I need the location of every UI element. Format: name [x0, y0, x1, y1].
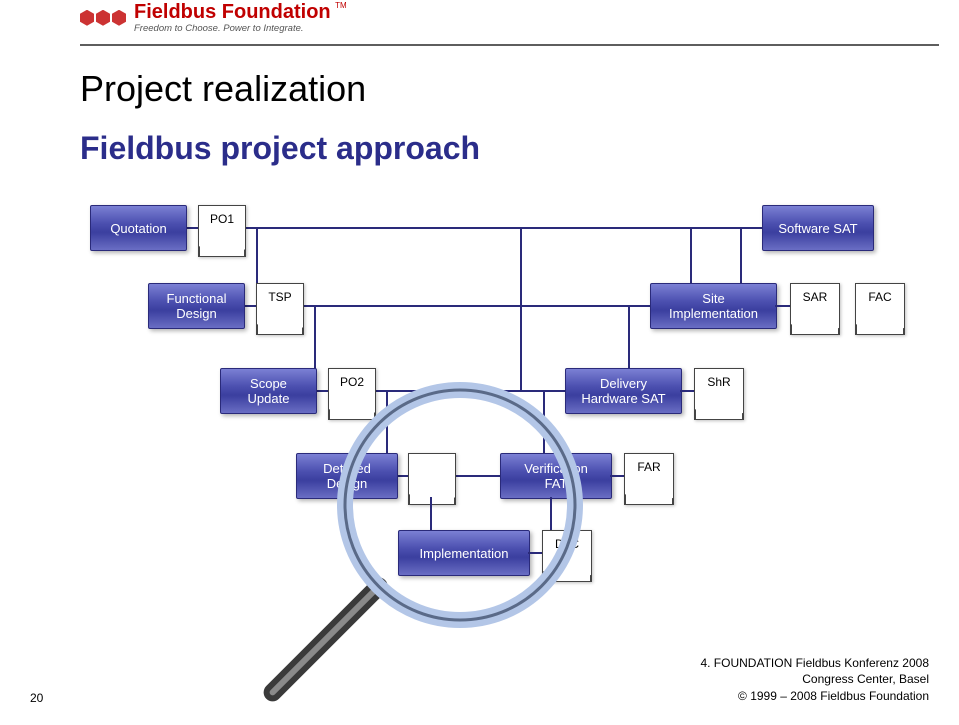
stage-doc-right: FAC — [855, 283, 905, 335]
stage-box-mirror: Delivery Hardware SAT — [565, 368, 682, 414]
vmodel-diagram: QuotationPO1 Software SAT Functional Desig… — [0, 0, 959, 725]
stage-doc-mirror: ShR — [694, 368, 744, 420]
connector-line — [520, 227, 522, 305]
stage-box: Quotation — [90, 205, 187, 251]
stage-doc-mirror: FAR — [624, 453, 674, 505]
stage-doc — [408, 453, 456, 505]
stage-box: Functional Design — [148, 283, 245, 329]
connector-line — [185, 227, 762, 229]
footer-copyright: © 1999 – 2008 Fieldbus Foundation — [700, 688, 929, 705]
connector-line — [680, 390, 694, 392]
stage-doc: PO1 — [198, 205, 246, 257]
slide-root: Fieldbus Foundation TM Freedom to Choose… — [0, 0, 959, 725]
connector-line — [520, 305, 522, 390]
connector-line — [430, 497, 432, 530]
connector-line — [243, 305, 650, 307]
stage-box-center: Implementation — [398, 530, 530, 576]
stage-box-mirror: Verification FAT — [500, 453, 612, 499]
stage-box: Scope Update — [220, 368, 317, 414]
page-number: 20 — [30, 691, 43, 705]
footer-block: 4. FOUNDATION Fieldbus Konferenz 2008 Co… — [700, 655, 929, 705]
stage-doc: PO2 — [328, 368, 376, 420]
connector-line — [550, 497, 552, 530]
magnifier-icon — [0, 0, 959, 725]
stage-box-mirror: Site Implementation — [650, 283, 777, 329]
stage-box: Detailed Design — [296, 453, 398, 499]
stage-doc-mirror: SAR — [790, 283, 840, 335]
connector-line — [775, 305, 790, 307]
stage-box-mirror: Software SAT — [762, 205, 874, 251]
footer-line1: 4. FOUNDATION Fieldbus Konferenz 2008 — [700, 655, 929, 672]
connector-line — [528, 552, 542, 554]
stage-doc-center: DbC — [542, 530, 592, 582]
footer-line2: Congress Center, Basel — [700, 671, 929, 688]
stage-doc: TSP — [256, 283, 304, 335]
connector-line — [610, 475, 624, 477]
